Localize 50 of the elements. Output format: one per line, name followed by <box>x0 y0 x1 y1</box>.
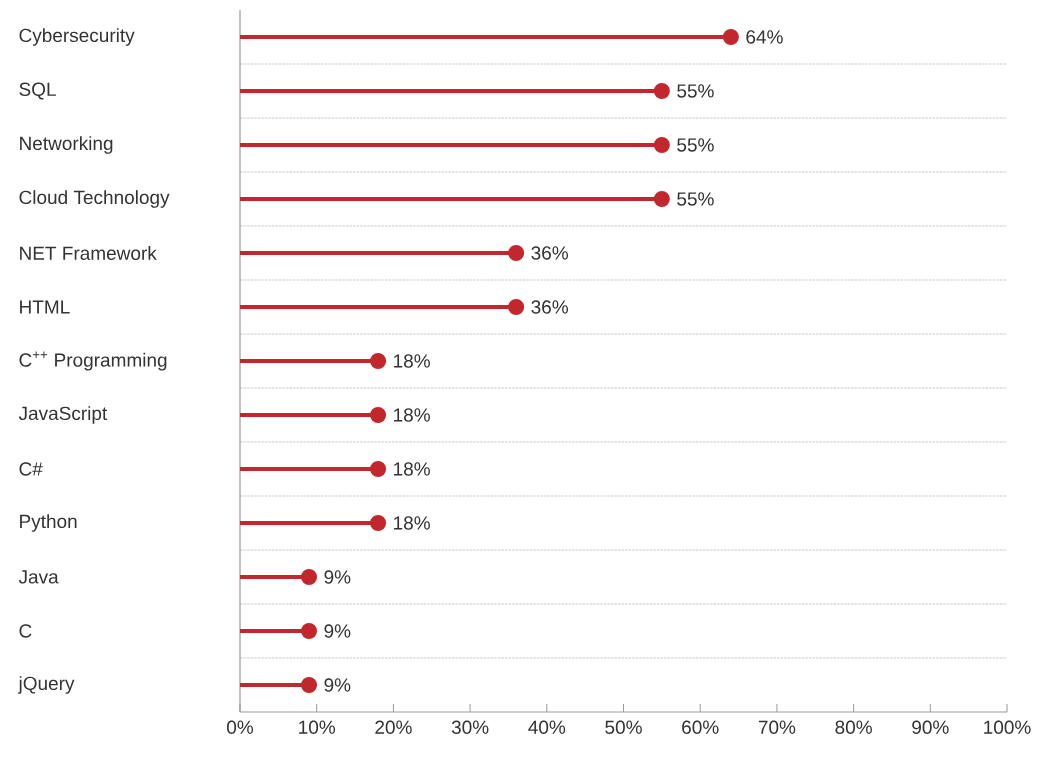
x-tick-label: 60% <box>682 720 719 734</box>
point <box>301 568 318 585</box>
x-tick-label: 100% <box>984 720 1031 734</box>
point <box>370 514 387 531</box>
data-label: 55% <box>677 138 714 152</box>
point <box>653 82 670 99</box>
y-tick-label: jQuery <box>18 676 75 694</box>
data-label: 36% <box>531 300 569 314</box>
x-tick-label: 20% <box>375 720 412 734</box>
data-label: 18% <box>394 462 430 476</box>
x-tick-label: 70% <box>758 720 796 734</box>
y-tick-label: SQL <box>19 82 56 100</box>
y-tick-label: Networking <box>20 136 113 154</box>
x-tick-label: 50% <box>605 720 642 734</box>
y-tick-label: C$^{++}$ Programming <box>19 351 167 371</box>
point <box>508 298 525 315</box>
data-label: 9% <box>324 570 351 584</box>
point <box>370 352 387 369</box>
y-tick-label: Cybersecurity <box>19 28 135 46</box>
data-label: 9% <box>324 624 351 638</box>
data-label: 18% <box>394 408 430 422</box>
data-label: 18% <box>394 354 430 368</box>
y-tick-label: HTML <box>20 300 70 314</box>
x-tick-label: 40% <box>528 720 566 734</box>
y-tick-label: C <box>19 624 32 638</box>
y-tick-label: Python <box>20 514 77 532</box>
point <box>370 406 387 423</box>
y-tick-label: Java <box>18 570 59 584</box>
x-tick-label: 10% <box>299 720 336 734</box>
data-label: 55% <box>677 84 714 98</box>
point <box>301 622 318 639</box>
data-label: 64% <box>746 30 783 44</box>
x-tick-label: 30% <box>451 720 489 734</box>
point <box>370 460 387 477</box>
point <box>508 244 525 261</box>
data-label: 18% <box>394 516 430 530</box>
x-tick-label: 0% <box>227 720 254 734</box>
point <box>653 190 670 207</box>
y-tick-label: Cloud Technology <box>19 190 170 208</box>
data-label: 36% <box>531 246 569 260</box>
y-tick-label: NET Framework <box>20 246 157 260</box>
x-tick-label: 90% <box>912 720 949 734</box>
y-tick-label: C# <box>19 462 43 476</box>
data-label: 9% <box>324 678 351 692</box>
point <box>653 136 670 153</box>
point <box>301 676 318 693</box>
data-label: 55% <box>677 192 714 206</box>
x-tick-label: 80% <box>835 720 872 734</box>
point <box>722 28 739 45</box>
y-tick-label: JavaScript <box>18 406 108 424</box>
